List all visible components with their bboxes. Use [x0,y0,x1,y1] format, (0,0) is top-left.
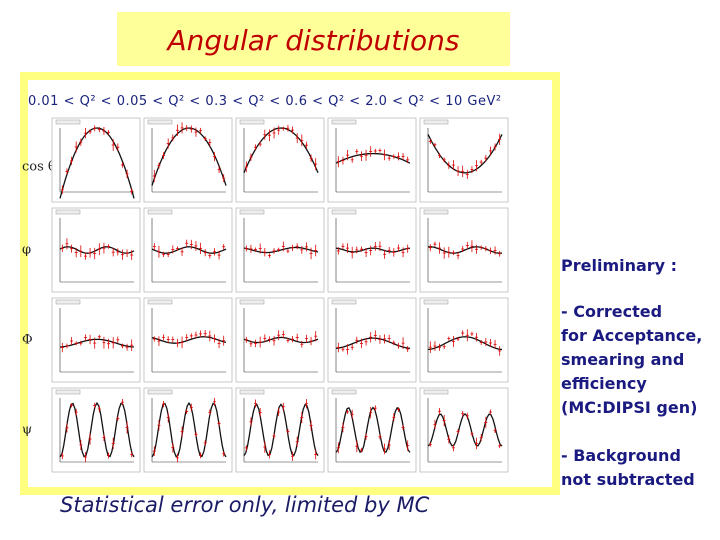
title: Angular distributions [167,24,460,57]
panel-stats-box [331,299,357,305]
panel-stats-box [55,299,81,305]
panel-stats-box [147,389,173,395]
fit-curve [243,246,319,254]
note-line: (MC:DIPSI gen) [561,398,698,417]
fit-curve [151,127,227,186]
notes-heading: Preliminary : [561,256,678,275]
fit-curve [243,336,319,344]
row-label: ψ [22,423,32,438]
fit-curve [335,152,411,164]
panel-stats-box [55,389,81,395]
fit-curve [335,337,411,349]
panel-stats-box [239,299,265,305]
note-line: efficiency [561,374,647,393]
panel [419,117,509,203]
panel-stats-box [147,209,173,215]
fit-curve [335,406,411,453]
note-line: for Acceptance, [561,326,703,345]
panel-stats-box [147,119,173,125]
note-line: smearing and [561,350,685,369]
panel [51,117,141,203]
fit-curve [59,246,135,254]
fit-curve [427,336,503,351]
plot-grid: cos θ φ Φψ [22,117,509,473]
fit-curve [151,246,227,254]
panel-stats-box [55,119,81,125]
panel-stats-box [331,389,357,395]
fit-curve [335,247,411,253]
row-label: φ [22,243,31,258]
panel [419,297,509,383]
fit-curve [59,338,135,348]
panel-stats-box [239,119,265,125]
panel [143,387,233,473]
panel [327,297,417,383]
panel-stats-box [239,389,265,395]
fit-curve [59,127,135,199]
panel-stats-box [423,209,449,215]
note-item: - Corrected for Acceptance, smearing and ef… [561,300,702,420]
note-line: not subtracted [561,470,695,489]
panel-stats-box [239,209,265,215]
panel-stats-box [331,209,357,215]
row-label: Φ [22,333,33,348]
fit-curve [243,403,319,457]
fit-curve [59,401,135,458]
fit-curve [243,127,319,174]
panel-stats-box [147,299,173,305]
notes: Preliminary : - Corrected for Acceptance,… [561,254,702,492]
panel [143,117,233,203]
panel-stats-box [423,389,449,395]
panel-stats-box [55,209,81,215]
panel-stats-box [423,119,449,125]
note-line: - Background [561,446,681,465]
panel [235,297,325,383]
panel-stats-box [331,119,357,125]
caption: Statistical error only, limited by MC [60,493,430,517]
panel-stats-box [423,299,449,305]
row-label: cos θ [22,160,56,175]
title-box: Angular distributions [117,12,510,66]
fit-curve [427,413,503,447]
note-line: - Corrected [561,302,663,321]
note-item: - Background not subtracted [561,444,702,492]
panel [143,207,233,293]
bins-header: 0.01 < Q² < 0.05 < Q² < 0.3 < Q² < 0.6 <… [28,94,502,109]
